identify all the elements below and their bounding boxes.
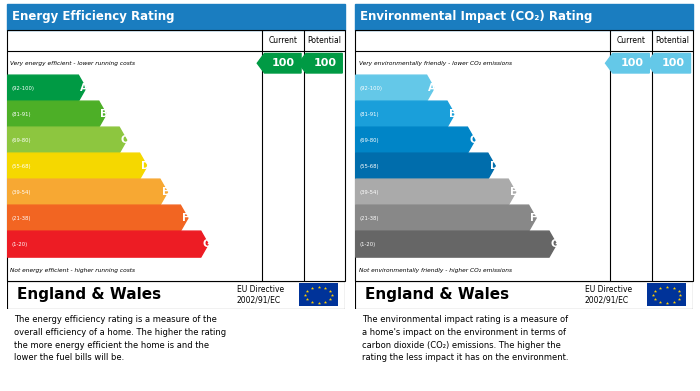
Polygon shape <box>7 231 208 257</box>
Text: Current: Current <box>617 36 645 45</box>
Text: B: B <box>101 109 108 119</box>
Text: B: B <box>449 109 456 119</box>
Text: (21-38): (21-38) <box>11 215 31 221</box>
Text: G: G <box>551 239 559 249</box>
Text: (69-80): (69-80) <box>359 138 379 143</box>
Text: Very energy efficient - lower running costs: Very energy efficient - lower running co… <box>10 61 135 66</box>
Text: C: C <box>121 135 129 145</box>
Polygon shape <box>356 75 434 101</box>
Polygon shape <box>356 231 556 257</box>
Text: The environmental impact rating is a measure of
a home's impact on the environme: The environmental impact rating is a mea… <box>362 315 568 362</box>
Polygon shape <box>7 153 147 179</box>
Polygon shape <box>356 153 496 179</box>
Text: C: C <box>469 135 477 145</box>
Text: 100: 100 <box>314 58 337 68</box>
Text: 2002/91/EC: 2002/91/EC <box>237 296 281 305</box>
Text: The energy efficiency rating is a measure of the
overall efficiency of a home. T: The energy efficiency rating is a measur… <box>14 315 226 362</box>
Text: 2002/91/EC: 2002/91/EC <box>585 296 629 305</box>
Text: A: A <box>80 83 88 93</box>
Polygon shape <box>7 101 106 127</box>
Text: (92-100): (92-100) <box>11 86 34 91</box>
Text: E: E <box>162 187 169 197</box>
Text: Energy Efficiency Rating: Energy Efficiency Rating <box>12 11 174 23</box>
Text: 100: 100 <box>272 58 295 68</box>
Text: (1-20): (1-20) <box>359 242 376 247</box>
Polygon shape <box>356 127 475 153</box>
Text: England & Wales: England & Wales <box>365 287 510 302</box>
Text: (39-54): (39-54) <box>359 190 379 195</box>
Text: Potential: Potential <box>655 36 690 45</box>
Polygon shape <box>356 205 536 231</box>
Polygon shape <box>356 179 516 205</box>
Text: (81-91): (81-91) <box>11 112 31 117</box>
Text: G: G <box>202 239 211 249</box>
Polygon shape <box>7 205 188 231</box>
Text: Environmental Impact (CO₂) Rating: Environmental Impact (CO₂) Rating <box>360 11 593 23</box>
Polygon shape <box>7 75 86 101</box>
Text: (21-38): (21-38) <box>359 215 379 221</box>
Text: Potential: Potential <box>307 36 341 45</box>
Text: (92-100): (92-100) <box>359 86 382 91</box>
Text: (69-80): (69-80) <box>11 138 31 143</box>
Polygon shape <box>606 54 650 73</box>
Text: F: F <box>182 213 189 223</box>
Text: D: D <box>489 161 498 171</box>
Text: D: D <box>141 161 150 171</box>
Text: (81-91): (81-91) <box>359 112 379 117</box>
Polygon shape <box>647 54 690 73</box>
Text: E: E <box>510 187 517 197</box>
Text: Not energy efficient - higher running costs: Not energy efficient - higher running co… <box>10 268 135 273</box>
Text: (55-68): (55-68) <box>359 163 379 169</box>
Text: (55-68): (55-68) <box>11 163 31 169</box>
Text: A: A <box>428 83 436 93</box>
Polygon shape <box>7 179 167 205</box>
Polygon shape <box>356 101 454 127</box>
Text: England & Wales: England & Wales <box>17 287 161 302</box>
Text: (1-20): (1-20) <box>11 242 27 247</box>
Polygon shape <box>258 54 301 73</box>
Text: Current: Current <box>268 36 298 45</box>
Text: Very environmentally friendly - lower CO₂ emissions: Very environmentally friendly - lower CO… <box>358 61 512 66</box>
Text: (39-54): (39-54) <box>11 190 31 195</box>
Text: EU Directive: EU Directive <box>585 285 632 294</box>
Text: 100: 100 <box>620 58 643 68</box>
Text: 100: 100 <box>662 58 685 68</box>
Polygon shape <box>7 127 127 153</box>
Text: F: F <box>531 213 538 223</box>
Text: EU Directive: EU Directive <box>237 285 284 294</box>
Polygon shape <box>299 54 342 73</box>
Text: Not environmentally friendly - higher CO₂ emissions: Not environmentally friendly - higher CO… <box>358 268 512 273</box>
